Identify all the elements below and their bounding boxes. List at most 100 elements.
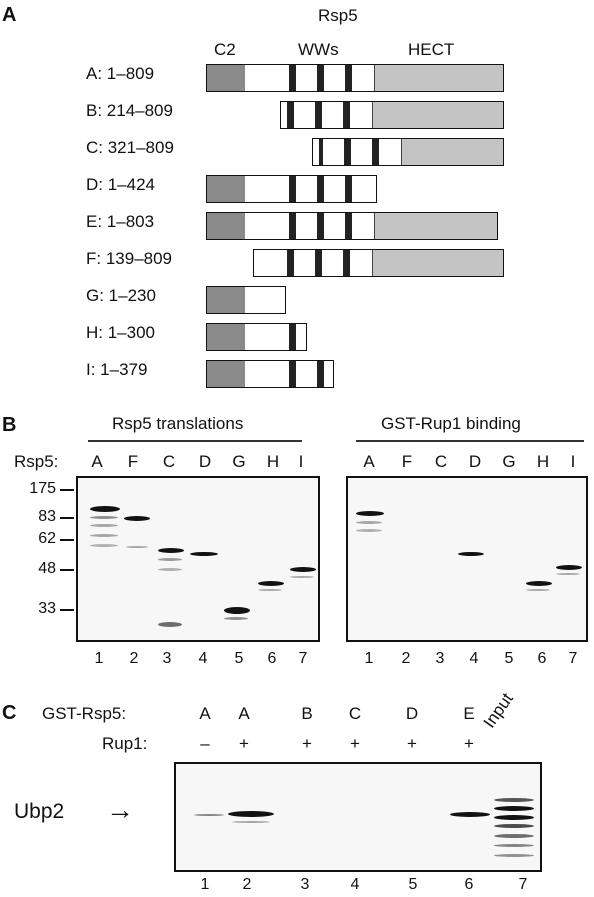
right-title-rule (356, 440, 584, 442)
gel-band (158, 568, 182, 571)
ww-domain (345, 65, 352, 91)
domain-label-hect: HECT (408, 40, 455, 59)
gel-band (526, 581, 552, 586)
construct-bar-b (280, 101, 504, 129)
construct-bar-i (206, 360, 334, 388)
lane-header: H (266, 452, 280, 471)
construct-label-c: C: 321–809 (86, 138, 174, 157)
right-gel-title: GST-Rup1 binding (381, 414, 521, 433)
gel-band (126, 546, 148, 548)
gel-band (190, 552, 218, 556)
gel-band (494, 798, 534, 802)
lane-header: A (91, 452, 103, 471)
rup1-lane: + (407, 734, 417, 753)
lane-header: G (232, 452, 246, 471)
gel-band (290, 567, 316, 572)
lane-number: 3 (300, 876, 310, 893)
lane-header: D (198, 452, 212, 471)
gel-band (356, 529, 382, 532)
ww-domain (289, 65, 296, 91)
construct-label-i: I: 1–379 (86, 360, 148, 379)
construct-bar-a (206, 64, 504, 92)
panel-a-letter: A (2, 4, 17, 26)
rup1-label: Rup1: (102, 734, 148, 753)
ubp2-gel (174, 762, 542, 872)
lane-number: 1 (200, 876, 210, 893)
lane-number: 4 (198, 650, 208, 667)
construct-label-h: H: 1–300 (86, 323, 155, 342)
rup1-lane: + (350, 734, 360, 753)
construct-label-a: A: 1–809 (86, 64, 155, 83)
lane-header: D (468, 452, 482, 471)
lane-header: H (536, 452, 550, 471)
gel-band (158, 548, 184, 553)
gel-band (290, 576, 314, 578)
gel-band (90, 524, 118, 527)
construct-bar-f (253, 249, 504, 277)
lane-number: 2 (401, 650, 411, 667)
lane-number: 7 (298, 650, 308, 667)
panel-b-letter: B (2, 414, 17, 436)
panel-c-letter: C (2, 702, 17, 724)
gel-band (494, 815, 534, 820)
gel-band (526, 589, 550, 591)
lane-number: 2 (242, 876, 252, 893)
gel-band (228, 811, 274, 817)
lane-header: G (502, 452, 516, 471)
gel-band (90, 506, 120, 512)
gel-band (224, 617, 248, 620)
construct-label-e: E: 1–803 (86, 212, 155, 231)
lane-header: I (570, 452, 576, 471)
construct-bar-c (312, 138, 504, 166)
lane-header: F (401, 452, 413, 471)
translations-gel (76, 476, 320, 642)
hect-domain (374, 65, 503, 91)
gel-band (90, 534, 118, 537)
rup1-lane: + (464, 734, 474, 753)
gst-lane: A (238, 704, 250, 723)
construct-bar-g (206, 286, 286, 314)
c2-domain (207, 65, 245, 91)
lane-number: 6 (267, 650, 277, 667)
gel-band (90, 516, 118, 519)
arrow-right-icon: → (106, 794, 134, 825)
rup1-lane: + (302, 734, 312, 753)
gel-band (494, 844, 534, 847)
gel-band (494, 824, 534, 828)
mw-marker: 175 (29, 480, 56, 497)
gel-band (258, 589, 282, 591)
gel-band (224, 607, 250, 614)
mw-tick (60, 609, 74, 611)
gst-lane: B (301, 704, 313, 723)
lane-number: 1 (364, 650, 374, 667)
gel-band (450, 812, 490, 817)
lane-number: 3 (435, 650, 445, 667)
lane-number: 5 (504, 650, 514, 667)
lane-number: 5 (234, 650, 244, 667)
ww-domain (317, 65, 324, 91)
gel-band (458, 552, 484, 556)
construct-label-d: D: 1–424 (86, 175, 155, 194)
lane-number: 5 (408, 876, 418, 893)
mw-marker: 83 (38, 508, 56, 525)
mw-tick (60, 569, 74, 571)
mw-marker: 48 (38, 560, 56, 577)
lane-number: 3 (162, 650, 172, 667)
domain-label-wws: WWs (298, 40, 339, 59)
gel-band (90, 544, 118, 547)
lane-header: F (127, 452, 139, 471)
lane-number: 7 (568, 650, 578, 667)
input-label: Input (479, 689, 517, 732)
gel-band (494, 806, 534, 811)
construct-label-b: B: 214–809 (86, 101, 173, 120)
lane-number: 4 (350, 876, 360, 893)
gel-band (232, 821, 270, 823)
lane-number: 7 (518, 876, 528, 893)
mw-marker: 33 (38, 600, 56, 617)
gel-band (124, 516, 150, 521)
mw-tick (60, 517, 74, 519)
mw-tick (60, 489, 74, 491)
gst-lane: C (348, 704, 362, 723)
lane-number: 6 (537, 650, 547, 667)
rup1-lane: + (239, 734, 249, 753)
